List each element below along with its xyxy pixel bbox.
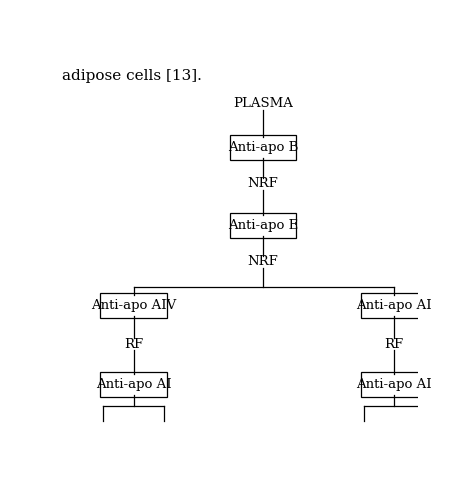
Text: NRF: NRF [247, 177, 278, 190]
Text: Anti-apo E: Anti-apo E [227, 219, 297, 232]
FancyBboxPatch shape [100, 372, 166, 397]
Text: Anti-apo AIV: Anti-apo AIV [91, 300, 176, 312]
Text: PLASMA: PLASMA [232, 97, 292, 110]
Text: RF: RF [124, 338, 143, 351]
Text: NRF: NRF [247, 255, 278, 268]
Text: adipose cells [13].: adipose cells [13]. [62, 69, 201, 83]
FancyBboxPatch shape [229, 213, 295, 238]
FancyBboxPatch shape [360, 372, 426, 397]
Text: Anti-apo AI: Anti-apo AI [356, 377, 431, 391]
Text: Anti-apo AI: Anti-apo AI [95, 377, 171, 391]
Text: Anti-apo AI: Anti-apo AI [356, 300, 431, 312]
Text: Anti-apo B: Anti-apo B [227, 141, 298, 154]
FancyBboxPatch shape [360, 294, 426, 318]
FancyBboxPatch shape [100, 294, 166, 318]
Text: RF: RF [384, 338, 403, 351]
FancyBboxPatch shape [229, 135, 295, 160]
